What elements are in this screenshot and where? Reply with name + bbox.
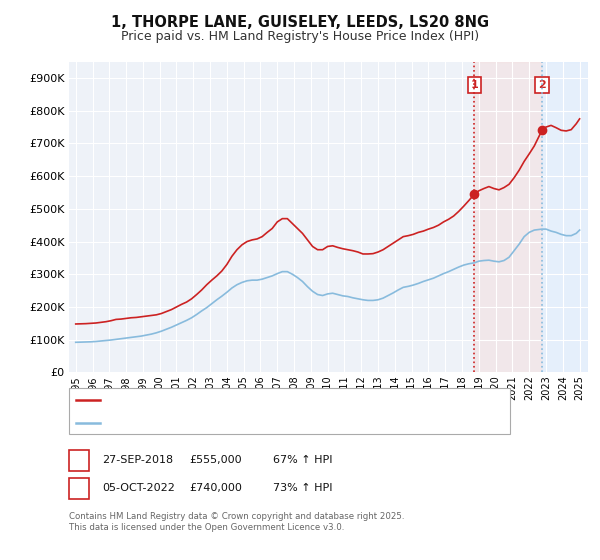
Bar xyxy=(475,62,542,372)
Text: 67% ↑ HPI: 67% ↑ HPI xyxy=(273,455,332,465)
Text: £555,000: £555,000 xyxy=(189,455,242,465)
Text: Contains HM Land Registry data © Crown copyright and database right 2025.
This d: Contains HM Land Registry data © Crown c… xyxy=(69,512,404,532)
Text: 1, THORPE LANE, GUISELEY, LEEDS, LS20 8NG (detached house): 1, THORPE LANE, GUISELEY, LEEDS, LS20 8N… xyxy=(106,395,442,405)
Text: 1, THORPE LANE, GUISELEY, LEEDS, LS20 8NG: 1, THORPE LANE, GUISELEY, LEEDS, LS20 8N… xyxy=(111,15,489,30)
Text: £740,000: £740,000 xyxy=(189,483,242,493)
Text: 27-SEP-2018: 27-SEP-2018 xyxy=(102,455,173,465)
Text: 05-OCT-2022: 05-OCT-2022 xyxy=(102,483,175,493)
Text: 1: 1 xyxy=(75,455,83,465)
Text: 73% ↑ HPI: 73% ↑ HPI xyxy=(273,483,332,493)
Text: 2: 2 xyxy=(538,80,546,90)
Text: Price paid vs. HM Land Registry's House Price Index (HPI): Price paid vs. HM Land Registry's House … xyxy=(121,30,479,43)
Text: HPI: Average price, detached house, Leeds: HPI: Average price, detached house, Leed… xyxy=(106,418,329,427)
Bar xyxy=(542,62,588,372)
Text: 2: 2 xyxy=(75,483,83,493)
Text: 1: 1 xyxy=(470,80,478,90)
